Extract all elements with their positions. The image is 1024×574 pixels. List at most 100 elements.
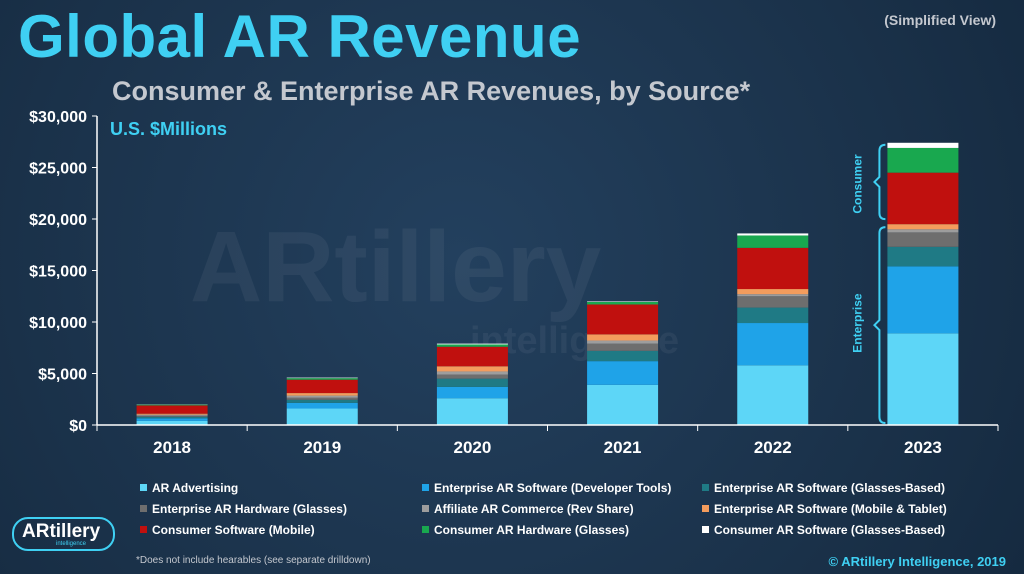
legend-swatch bbox=[140, 526, 147, 533]
bar-segment bbox=[436, 386, 508, 399]
units-label: U.S. $Millions bbox=[110, 119, 228, 139]
bar-segment bbox=[587, 334, 659, 341]
bar-segment bbox=[286, 379, 358, 394]
copyright: © ARtillery Intelligence, 2019 bbox=[828, 554, 1006, 569]
bar-segment bbox=[587, 361, 659, 385]
bar-segment bbox=[436, 343, 508, 345]
enterprise-bracket-label: Enterprise bbox=[850, 293, 864, 353]
bar-segment bbox=[587, 301, 659, 305]
legend-label: Consumer Software (Mobile) bbox=[152, 522, 315, 537]
bar-segment bbox=[136, 416, 208, 419]
consumer-bracket-label: Consumer bbox=[850, 154, 864, 214]
y-tick-label: $20,000 bbox=[29, 212, 87, 229]
chart-subtitle: Consumer & Enterprise AR Revenues, by So… bbox=[112, 76, 751, 106]
bar-segment bbox=[587, 301, 659, 302]
bar-segment bbox=[587, 384, 659, 425]
bar-segment bbox=[286, 378, 358, 380]
legend-label: Enterprise AR Software (Mobile & Tablet) bbox=[714, 501, 947, 516]
bar-segment bbox=[436, 374, 508, 379]
bar-segment bbox=[587, 304, 659, 335]
page-title: Global AR Revenue bbox=[18, 3, 582, 70]
x-tick-label: 2021 bbox=[604, 438, 642, 457]
bar-segment bbox=[286, 395, 358, 398]
legend-label: AR Advertising bbox=[152, 480, 239, 495]
bar-segment bbox=[286, 397, 358, 400]
bar-segment bbox=[286, 408, 358, 425]
artillery-logo: ARtillery intelligence bbox=[12, 517, 115, 551]
y-tick-label: $30,000 bbox=[29, 109, 87, 126]
bar-segment bbox=[737, 307, 809, 324]
bar-segment bbox=[737, 365, 809, 425]
bars-group bbox=[136, 142, 959, 425]
y-tick-label: $10,000 bbox=[29, 315, 87, 332]
footnote: *Does not include hearables (see separat… bbox=[136, 555, 371, 566]
bar-segment bbox=[887, 224, 959, 230]
legend-label: Enterprise AR Software (Glasses-Based) bbox=[714, 480, 945, 495]
legend-swatch bbox=[702, 526, 709, 533]
watermark-logo: ARtillery bbox=[190, 211, 602, 323]
bar-segment bbox=[587, 350, 659, 362]
bar-segment bbox=[887, 142, 959, 148]
bar-segment bbox=[587, 343, 659, 351]
bar-segment bbox=[136, 405, 208, 414]
bar-segment bbox=[136, 418, 208, 421]
bar-segment bbox=[587, 340, 659, 344]
bar-segment bbox=[887, 232, 959, 247]
legend-swatch bbox=[702, 484, 709, 491]
legend-label: Affiliate AR Commerce (Rev Share) bbox=[434, 501, 634, 516]
bar-segment bbox=[436, 378, 508, 387]
bar-segment bbox=[737, 235, 809, 248]
bar-segment bbox=[286, 377, 358, 379]
bar-segment bbox=[286, 393, 358, 396]
bar-segment bbox=[136, 415, 208, 417]
logo-name: ARtillery bbox=[22, 521, 101, 542]
enterprise-bracket bbox=[873, 226, 886, 424]
bar-segment bbox=[737, 296, 809, 308]
bar-segment bbox=[887, 266, 959, 334]
x-axis: 2018 2019 2020 2021 2022 2023 bbox=[96, 424, 999, 457]
legend-item: Consumer Software (Mobile) bbox=[140, 520, 422, 539]
legend-item: Consumer AR Hardware (Glasses) bbox=[422, 520, 702, 539]
x-tick-label: 2018 bbox=[153, 438, 191, 457]
legend-swatch bbox=[140, 505, 147, 512]
bar-segment bbox=[136, 413, 208, 415]
legend-label: Enterprise AR Hardware (Glasses) bbox=[152, 501, 347, 516]
bar-segment bbox=[887, 246, 959, 267]
bar-segment bbox=[286, 399, 358, 403]
bar-segment bbox=[436, 398, 508, 425]
legend-item: Enterprise AR Software (Mobile & Tablet) bbox=[702, 499, 990, 518]
bar-segment bbox=[737, 323, 809, 366]
chart-legend: AR Advertising Enterprise AR Software (De… bbox=[140, 478, 990, 539]
legend-swatch bbox=[422, 526, 429, 533]
legend-swatch bbox=[702, 505, 709, 512]
bar-segment bbox=[286, 402, 358, 409]
bar-segment bbox=[436, 346, 508, 367]
bar-segment bbox=[436, 344, 508, 347]
bar-segment bbox=[136, 404, 208, 406]
bar-segment bbox=[737, 247, 809, 290]
bar-segment bbox=[887, 333, 959, 425]
consumer-bracket bbox=[873, 143, 886, 221]
y-tick-label: $25,000 bbox=[29, 161, 87, 178]
legend-swatch bbox=[422, 505, 429, 512]
y-axis: $0 $5,000 $10,000 $15,000 $20,000 $25,000 $30,… bbox=[29, 109, 98, 435]
bar-segment bbox=[887, 172, 959, 225]
legend-swatch bbox=[422, 484, 429, 491]
bar-segment bbox=[887, 229, 959, 233]
legend-item: AR Advertising bbox=[140, 478, 422, 497]
legend-item: Enterprise AR Software (Developer Tools) bbox=[422, 478, 702, 497]
legend-label: Consumer AR Software (Glasses-Based) bbox=[714, 522, 945, 537]
y-tick-label: $0 bbox=[69, 418, 87, 435]
logo-tagline: intelligence bbox=[56, 541, 87, 547]
bar-segment bbox=[436, 371, 508, 375]
bar-segment bbox=[887, 147, 959, 173]
legend-item: Affiliate AR Commerce (Rev Share) bbox=[422, 499, 702, 518]
bar-segment bbox=[136, 420, 208, 425]
y-tick-label: $5,000 bbox=[38, 367, 87, 384]
view-note: (Simplified View) bbox=[884, 12, 996, 28]
bar-segment bbox=[136, 414, 208, 416]
y-tick-label: $15,000 bbox=[29, 264, 87, 281]
bar-segment bbox=[737, 294, 809, 297]
bar-segment bbox=[737, 233, 809, 236]
